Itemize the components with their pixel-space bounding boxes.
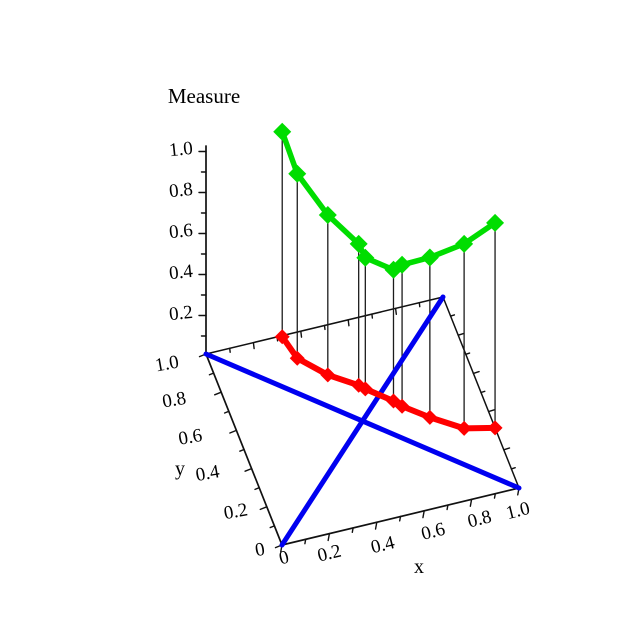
back-edge-tick: [252, 341, 255, 350]
measure-curve-marker: [318, 206, 337, 225]
x-tick: [327, 532, 331, 542]
right-edge-tick: [480, 390, 486, 394]
x-axis-title: x: [414, 556, 424, 578]
base-curve-marker: [320, 367, 336, 383]
y-tick-label: 0: [253, 539, 266, 561]
y-axis-title: y: [175, 458, 185, 480]
x-tick: [422, 510, 425, 519]
right-edge-tick: [487, 409, 495, 413]
y-tick-label: 1.0: [153, 352, 180, 377]
back-edge-tick: [347, 319, 350, 327]
x-tick: [398, 515, 402, 522]
right-edge-tick: [457, 332, 465, 336]
z-tick-label: 1.0: [168, 138, 194, 161]
z-axis-title: Measure: [168, 84, 240, 108]
measure-curve-marker: [486, 213, 505, 232]
x-tick: [351, 527, 354, 534]
measure-curve-line: [279, 128, 498, 273]
right-edge-tick: [510, 467, 516, 470]
x-tick: [493, 493, 496, 499]
diagonal-reference-lines: [203, 294, 522, 548]
base-curve-marker: [357, 381, 373, 397]
z-tick-label: 0.2: [168, 302, 194, 325]
measure-curve-marker: [273, 122, 292, 141]
z-tick-label: 0.8: [168, 179, 194, 202]
y-tick-label: 0.4: [194, 461, 222, 486]
y-tick: [229, 429, 238, 434]
z-tick-label: 0.4: [168, 261, 194, 284]
measure-curve-marker: [420, 248, 439, 267]
back-edge-tick: [300, 330, 303, 338]
y-tick: [208, 372, 215, 376]
y-tick: [213, 391, 222, 396]
measure-curve-marker: [349, 234, 368, 253]
base-projection-curve: [274, 329, 503, 436]
measure-curve-marker: [288, 164, 307, 183]
x-tick: [446, 504, 449, 511]
y-tick: [239, 448, 245, 452]
right-edge-tick: [465, 352, 471, 355]
drop-lines: [281, 131, 496, 430]
y-tick: [269, 525, 276, 529]
x-tick: [469, 498, 473, 507]
base-curve-marker: [422, 409, 438, 425]
measure-curve-marker: [455, 234, 474, 253]
y-tick: [223, 410, 230, 414]
y-tick-label: 0.8: [161, 388, 188, 413]
measure-curve: [273, 122, 505, 279]
measure-curve-marker: [356, 248, 375, 267]
z-tick-label: 0.6: [168, 220, 194, 243]
base-curve-marker: [487, 420, 503, 436]
base-curve-marker: [274, 329, 290, 345]
y-tick: [254, 487, 260, 491]
measure-curve-marker: [393, 255, 412, 274]
base-curve-marker: [289, 350, 305, 366]
base-curve-marker: [394, 398, 410, 414]
base-curve-marker: [456, 420, 472, 436]
y-tick: [244, 467, 253, 472]
x-tick: [304, 538, 307, 545]
x-tick: [374, 521, 378, 530]
y-tick-label: 0.6: [177, 425, 204, 450]
back-edge-tick: [394, 307, 398, 316]
right-edge-tick: [449, 314, 456, 317]
base-curve-line: [279, 333, 499, 432]
y-tick: [259, 506, 268, 511]
y-tick-label: 0.2: [222, 499, 249, 524]
right-edge-tick: [503, 447, 511, 451]
tick-labels: 0 0.2 0.40.6 0.8 1.000.20.40.60.81.00.20.40.…: [153, 138, 532, 570]
right-edge-tick: [472, 370, 480, 375]
anti-diagonal-line: [203, 351, 522, 491]
